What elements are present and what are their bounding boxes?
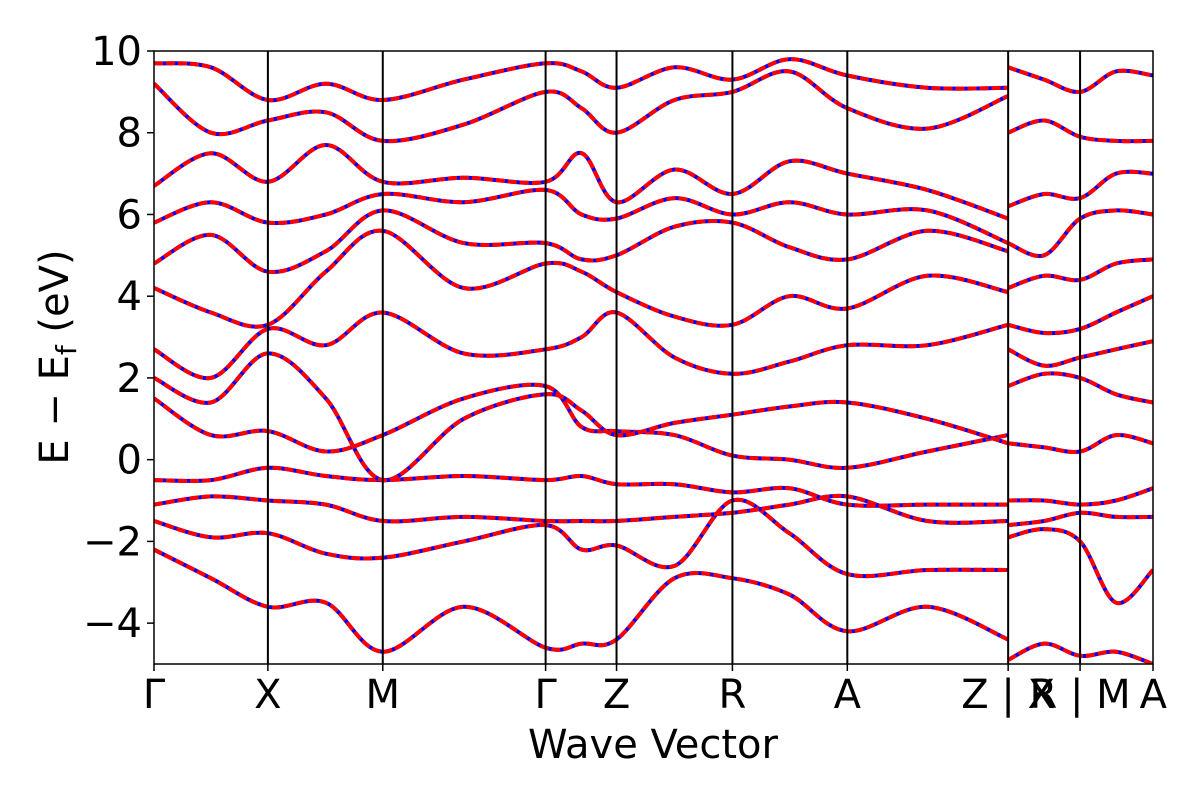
band-overlay-line-6 [154,310,1009,380]
x-tick-label-7: Z | X [961,672,1055,718]
band-overlay-line-9 [154,187,1009,245]
y-axis-title: E − Ef (eV) [32,249,83,464]
y-tick-label-4: 4 [117,274,142,320]
y-axis: −4 −2 0 2 4 6 8 10 [83,29,154,647]
band-overlay-line-3 [154,465,1009,508]
x-tick-label-1: X [254,672,281,718]
y-tick-label-5: 6 [117,192,142,238]
y-tick-label-7: 10 [91,29,142,75]
x-tick-label-0: Γ [143,672,166,718]
x-axis-title: Wave Vector [528,722,779,768]
x-tick-label-4: Z [603,672,630,718]
y-axis-title-sub: f [50,344,83,355]
y-axis-title-main: E − E [32,355,78,465]
y-tick-label-6: 8 [117,111,142,157]
plot-area [153,50,1154,665]
band-overlay-line-1 [154,497,1009,579]
band-overlay-line-0 [154,547,1009,654]
band-lines [154,57,1153,664]
band-overlay-line-7 [154,228,1009,329]
y-tick-label-0: −4 [83,601,142,647]
high-symmetry-lines [266,51,1082,664]
x-tick-label-3: Γ [534,672,557,718]
band-overlay-line-10 [154,142,1009,221]
x-tick-label-5: R [719,672,747,718]
band-overlay-line-4 [154,382,1009,470]
band-overlay-line-5 [154,351,1009,483]
band-reference-line-0 [154,547,1009,654]
x-tick-label-6: A [834,672,862,718]
y-tick-label-3: 2 [117,356,142,402]
x-tick-label-8: R | M [1029,672,1130,718]
x-tick-label-9: A [1140,672,1168,718]
x-tick-label-2: M [366,672,401,718]
plot-frame [153,50,1154,665]
band-reference-line-10 [154,142,1009,221]
band-overlay-line-8 [154,208,1009,275]
band-reference-line-8 [154,208,1009,275]
band-overlay-line-2 [154,493,1009,525]
band-reference-line-7 [154,228,1009,329]
band-overlay-line-11 [154,69,1009,144]
band-overlay-line-12 [154,57,1009,103]
y-tick-label-2: 0 [117,438,142,484]
band-reference-line-1 [154,497,1009,579]
y-axis-title-tail: (eV) [32,249,78,345]
y-tick-label-1: −2 [83,519,142,565]
